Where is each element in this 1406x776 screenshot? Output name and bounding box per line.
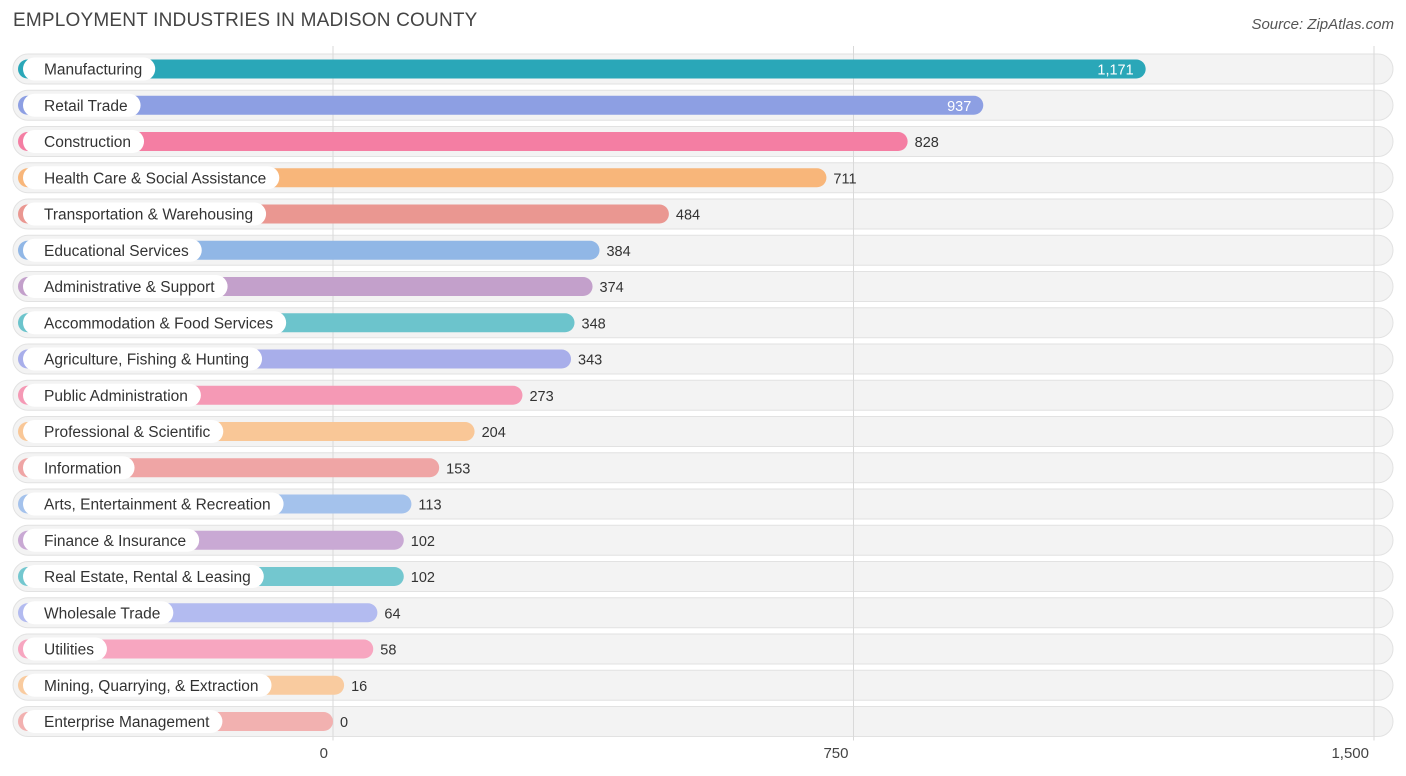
value-label: 113 <box>418 498 441 514</box>
bar-group: Arts, Entertainment & Recreation 113 <box>18 492 442 516</box>
bar-group: Transportation & Warehousing 484 <box>18 202 700 226</box>
category-label: Finance & Insurance <box>44 533 186 550</box>
value-label: 58 <box>380 643 396 659</box>
category-pill <box>23 130 145 153</box>
value-label: 348 <box>582 316 606 332</box>
category-label: Arts, Entertainment & Recreation <box>44 497 271 514</box>
category-pill <box>23 311 287 335</box>
bar-group: Mining, Quarrying, & Extraction 16 <box>18 673 367 697</box>
bar-group: Health Care & Social Assistance 711 <box>18 166 857 190</box>
category-pill <box>23 275 228 298</box>
category-label: Information <box>44 460 122 477</box>
category-label: Construction <box>44 134 131 151</box>
value-label: 0 <box>340 715 348 731</box>
bar-group: Agriculture, Fishing & Hunting 343 <box>18 347 602 371</box>
bar-group: Retail Trade 937 <box>18 93 984 117</box>
category-label: Real Estate, Rental & Leasing <box>44 569 251 586</box>
category-pill <box>23 420 224 443</box>
category-pill <box>23 202 267 226</box>
category-label: Retail Trade <box>44 98 128 115</box>
value-label: 343 <box>578 353 602 369</box>
category-pill <box>23 710 223 733</box>
category-label: Mining, Quarrying, & Extraction <box>44 678 259 695</box>
value-label: 484 <box>676 208 700 224</box>
category-pill <box>23 601 174 625</box>
bar <box>18 95 984 115</box>
bar-group: Enterprise Management 0 <box>18 710 348 733</box>
bar-group: Administrative & Support 374 <box>18 275 624 298</box>
category-label: Agriculture, Fishing & Hunting <box>44 352 249 369</box>
bar-group: Finance & Insurance 102 <box>18 528 435 552</box>
row-track <box>12 669 1394 701</box>
value-label: 204 <box>482 425 506 441</box>
bars: Manufacturing 1,171 Retail Trade 937 Constru… <box>18 57 1146 733</box>
category-label: Accommodation & Food Services <box>44 315 273 332</box>
bar-group: Manufacturing 1,171 <box>18 57 1146 81</box>
bar <box>18 132 908 151</box>
bar-group: Professional & Scientific 204 <box>18 420 506 443</box>
value-label: 1,171 <box>1097 63 1133 79</box>
category-pill <box>23 492 284 516</box>
category-pill <box>23 383 201 407</box>
category-pill <box>23 166 280 190</box>
category-label: Public Administration <box>44 388 188 405</box>
bar-group: Educational Services 384 <box>18 238 631 262</box>
bar-group: Information 153 <box>18 456 470 480</box>
category-label: Wholesale Trade <box>44 605 160 622</box>
value-label: 374 <box>600 280 624 296</box>
bar-group: Construction 828 <box>18 130 939 153</box>
bar-group: Wholesale Trade 64 <box>18 601 401 625</box>
chart-title: EMPLOYMENT INDUSTRIES IN MADISON COUNTY <box>13 10 478 31</box>
bar <box>18 639 374 659</box>
value-label: 828 <box>915 135 939 151</box>
value-label: 153 <box>446 461 470 477</box>
chart-source: Source: ZipAtlas.com <box>1251 16 1394 33</box>
category-label: Utilities <box>44 642 94 659</box>
category-label: Administrative & Support <box>44 279 215 296</box>
value-label: 937 <box>947 99 971 115</box>
x-tick-label: 0 <box>320 745 328 762</box>
category-label: Enterprise Management <box>44 714 210 731</box>
category-label: Manufacturing <box>44 62 142 79</box>
category-pill <box>23 347 263 371</box>
x-tick-label: 1,500 <box>1331 745 1369 762</box>
category-pill <box>23 93 141 117</box>
category-pill <box>23 528 200 552</box>
value-label: 384 <box>606 244 630 260</box>
category-pill <box>23 565 264 588</box>
value-label: 102 <box>411 570 435 586</box>
value-label: 273 <box>529 389 553 405</box>
value-label: 711 <box>833 171 856 187</box>
bar <box>18 59 1146 79</box>
category-label: Health Care & Social Assistance <box>44 170 266 187</box>
bar-group: Accommodation & Food Services 348 <box>18 311 606 335</box>
x-tick-label: 750 <box>823 745 848 762</box>
category-label: Professional & Scientific <box>44 424 211 441</box>
category-pill <box>23 238 202 262</box>
row-track <box>12 706 1394 737</box>
value-label: 102 <box>411 534 435 550</box>
category-pill <box>23 57 156 81</box>
category-label: Transportation & Warehousing <box>44 207 253 224</box>
category-pill <box>23 673 272 697</box>
bar-group: Public Administration 273 <box>18 383 554 407</box>
category-pill <box>23 637 107 661</box>
value-label: 16 <box>351 679 367 695</box>
category-label: Educational Services <box>44 243 189 260</box>
bar-group: Real Estate, Rental & Leasing 102 <box>18 565 435 588</box>
value-label: 64 <box>384 606 400 622</box>
category-pill <box>23 456 135 480</box>
bar-group: Utilities 58 <box>18 637 396 661</box>
x-axis: 0 750 1,500 <box>320 745 1369 762</box>
